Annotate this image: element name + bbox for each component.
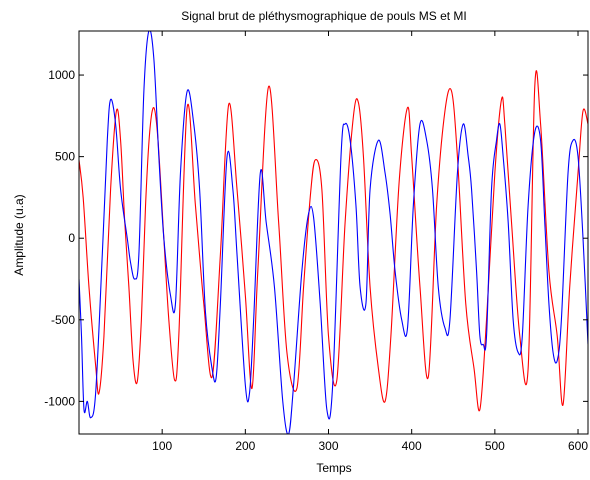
chart-title: Signal brut de pléthysmographique de pou…	[181, 9, 467, 23]
y-axis-label: Amplitude (u.a)	[12, 194, 26, 275]
x-axis-label: Temps	[316, 461, 351, 475]
x-tick-label: 300	[318, 439, 338, 453]
x-tick-label: 500	[485, 439, 505, 453]
x-tick-label: 100	[152, 439, 172, 453]
series-line-1	[79, 70, 588, 412]
x-axis: 100 200 300 400 500 600	[152, 31, 588, 453]
y-tick-label: 0	[68, 231, 75, 245]
y-tick-label: -500	[51, 313, 75, 327]
plot-frame	[78, 30, 589, 435]
y-tick-label: -1000	[44, 394, 75, 408]
series-line-2	[79, 31, 588, 434]
x-tick-label: 200	[235, 439, 255, 453]
y-axis: -1000 -500 0 500 1000	[44, 68, 588, 408]
series-layer	[79, 31, 588, 434]
x-tick-label: 600	[568, 439, 588, 453]
y-tick-label: 500	[55, 150, 75, 164]
y-tick-label: 1000	[48, 68, 75, 82]
x-tick-label: 400	[402, 439, 422, 453]
